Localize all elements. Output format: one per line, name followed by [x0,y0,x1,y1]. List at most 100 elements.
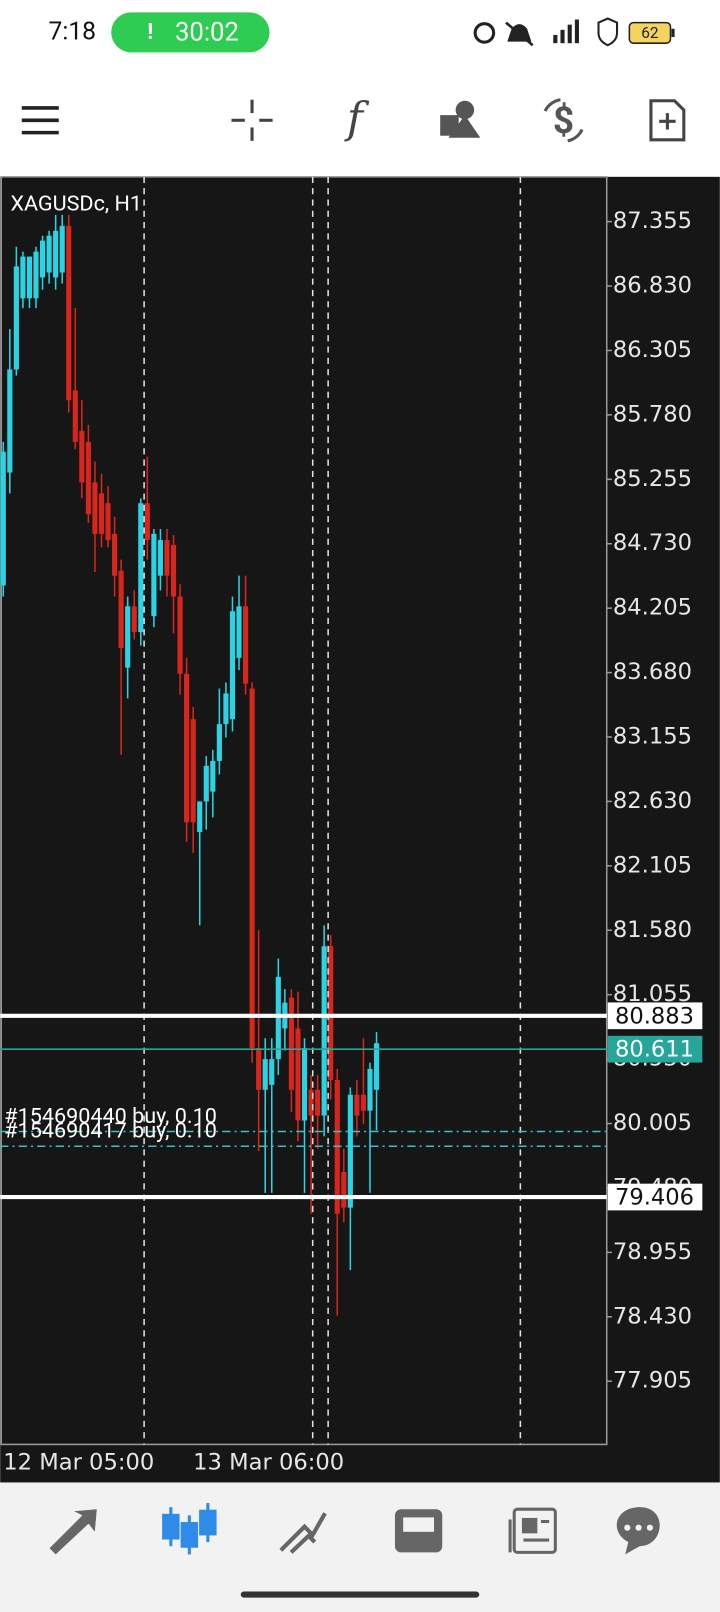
y-tick-label: 80.005 [613,1110,692,1136]
chart-tab[interactable] [162,1503,217,1555]
battery [628,21,672,44]
bid-label: 80.611 [615,1037,694,1063]
candle-body [308,1089,314,1116]
trade-button[interactable]: $ [543,98,584,143]
level-label: 80.883 [615,1003,694,1029]
bid-tag [607,1035,703,1063]
y-tick-label: 81.580 [613,917,692,943]
candle-body [190,719,196,823]
y-tick-label: 86.305 [613,337,692,363]
candle-body [262,1059,268,1090]
y-tick-label: 77.905 [613,1368,692,1394]
svg-text:$: $ [553,100,574,143]
candle-body [341,1172,347,1208]
candle-body [13,266,19,370]
news-tab[interactable] [508,1507,557,1554]
x-tick-label: 12 Mar 05:00 [3,1449,154,1475]
candle-body [144,503,150,541]
candle-body [177,596,183,674]
candle-body [170,544,177,597]
candle-body [301,1048,308,1121]
candle-body [288,997,294,1090]
y-tick-label: 78.955 [613,1239,692,1265]
y-tick-label: 83.680 [613,659,692,685]
y-tick-label: 82.105 [613,852,692,878]
status-bar [0,0,720,62]
candle-body [79,430,85,483]
candle-body [72,390,78,442]
alert-icon: ! [147,18,153,45]
clock: 7:18 [48,17,96,46]
candle-body [321,946,327,1116]
candle-body [53,230,59,278]
candle-body [197,801,203,833]
candle-body [85,441,91,515]
y-tick-label: 86.830 [613,273,692,299]
menu-button[interactable] [21,106,59,135]
chart-background [0,176,720,1483]
call-timer: 30:02 [175,18,239,48]
candle-body [46,235,52,273]
candle-body [354,1094,360,1116]
candle-body [164,540,170,576]
candle-body [373,1043,380,1090]
candle-body [249,688,255,1049]
candle-body [367,1068,373,1111]
bottom-nav [0,1482,720,1612]
status-icons [473,17,619,47]
candle-body [118,570,124,649]
candle-body [203,765,209,802]
candle-body [125,606,131,668]
level-tag [607,1002,703,1030]
candle-body [295,1028,301,1121]
objects-button[interactable] [440,100,481,138]
symbol-label: XAGUSDc, H1 [10,191,142,216]
candle-body [7,369,13,473]
y-tick-label: 85.780 [613,401,692,427]
y-tick-label: 87.355 [613,208,692,234]
chat-tab[interactable] [616,1507,660,1555]
candle-body [256,1048,262,1090]
level-tag [607,1183,703,1211]
battery-level: 62 [641,24,659,42]
new-order-button[interactable] [649,99,686,142]
crosshair-button[interactable] [231,99,273,141]
candle-body [242,606,249,684]
candle-body [229,611,236,720]
candle-body [105,503,111,541]
candle-body [269,1059,275,1085]
y-tick-label: 84.205 [613,595,692,621]
x-tick-label: 13 Mar 06:00 [193,1449,344,1475]
toolbar [0,61,720,177]
candle-body [347,1094,353,1208]
chart-overlay: #154690440 buy, 0.10#154690417 buy, 0.10… [0,1002,703,1211]
candle-body [39,240,46,278]
y-tick-label: 84.730 [613,530,692,556]
call-timer-pill[interactable] [111,12,270,53]
candle-body [20,256,26,299]
candle-body [26,256,33,299]
candle-body [236,606,242,658]
y-tick-label: 83.155 [613,723,692,749]
candle-body [59,225,65,273]
y-tick-label: 78.430 [613,1303,692,1329]
level-label: 79.406 [615,1185,694,1211]
candle-body [360,1094,367,1111]
home-indicator [240,1591,480,1598]
candle-body [157,540,164,576]
quotes-tab[interactable] [49,1509,97,1555]
candle-body [328,946,334,1080]
order-label: #154690417 buy, 0.10 [4,1119,217,1144]
trade-tab[interactable] [279,1512,327,1554]
y-tick-label: 85.255 [613,466,692,492]
candle-body [131,606,137,633]
order-label: #154690440 buy, 0.10 [4,1104,217,1129]
candle-body [216,724,222,761]
candle-body [151,533,157,617]
candle-body [92,482,98,534]
candle-body [138,503,144,633]
candle-body [33,251,39,299]
candle-body [184,673,190,823]
history-tab[interactable] [394,1509,443,1553]
